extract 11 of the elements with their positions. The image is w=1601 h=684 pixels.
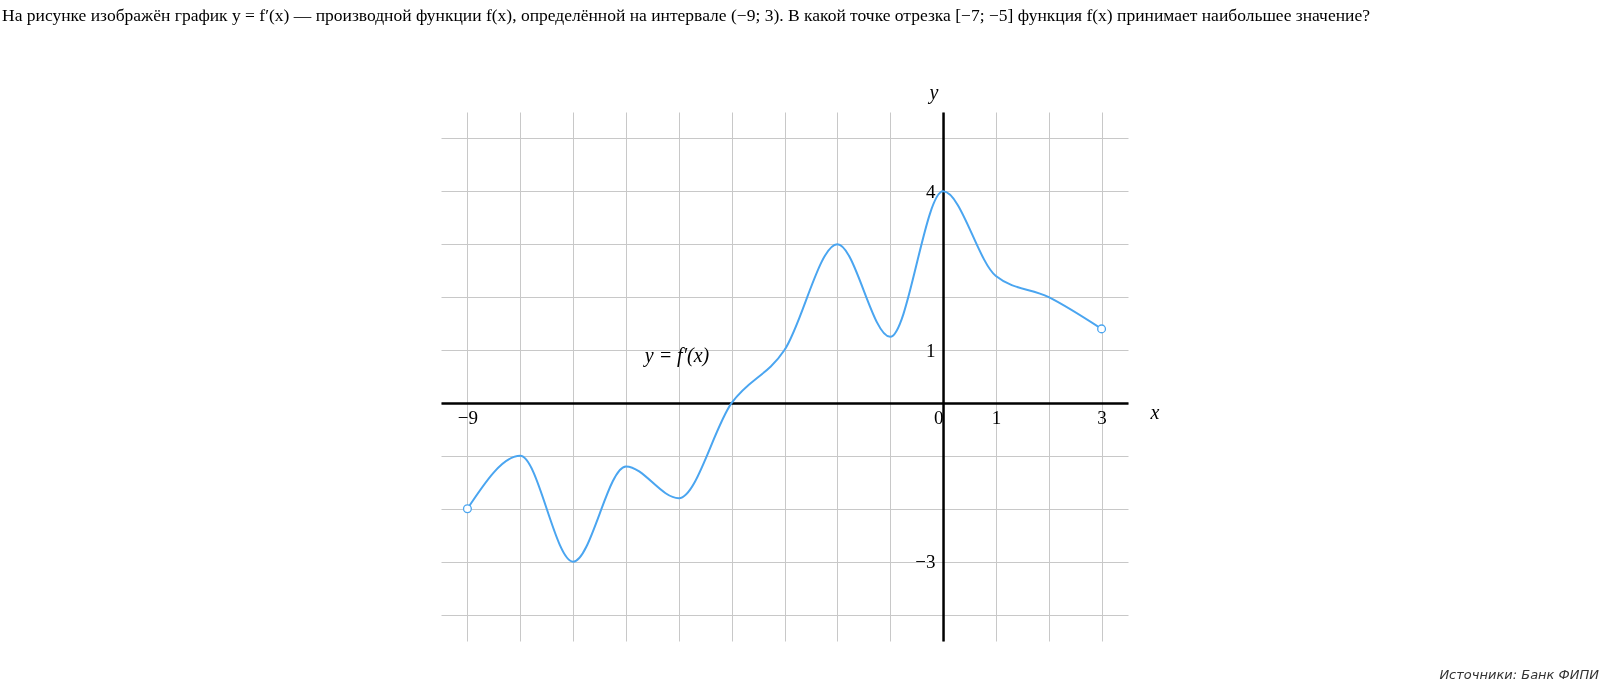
x-axis-title: x — [1149, 401, 1160, 424]
x-tick-label: 3 — [1097, 407, 1107, 429]
y-tick-label: −3 — [915, 551, 936, 573]
y-tick-label: 4 — [926, 180, 937, 202]
annotation: y = f′(x) — [642, 344, 710, 367]
chart-title: На рисунке изображён график y = f′(x) — производной функции f(x), определённой на интервале (−9; 3). В какой точке отрезка [−7; −5] функция f(x) принимает наибольшее значение? — [2, 4, 1371, 27]
x-tick-label: −9 — [457, 407, 479, 429]
y-tick-label: 1 — [926, 339, 936, 361]
y-axis-title: y — [927, 80, 939, 104]
x-tick-label: 1 — [991, 407, 1002, 429]
text: Источники: Банк ФИПИ — [1439, 667, 1599, 682]
